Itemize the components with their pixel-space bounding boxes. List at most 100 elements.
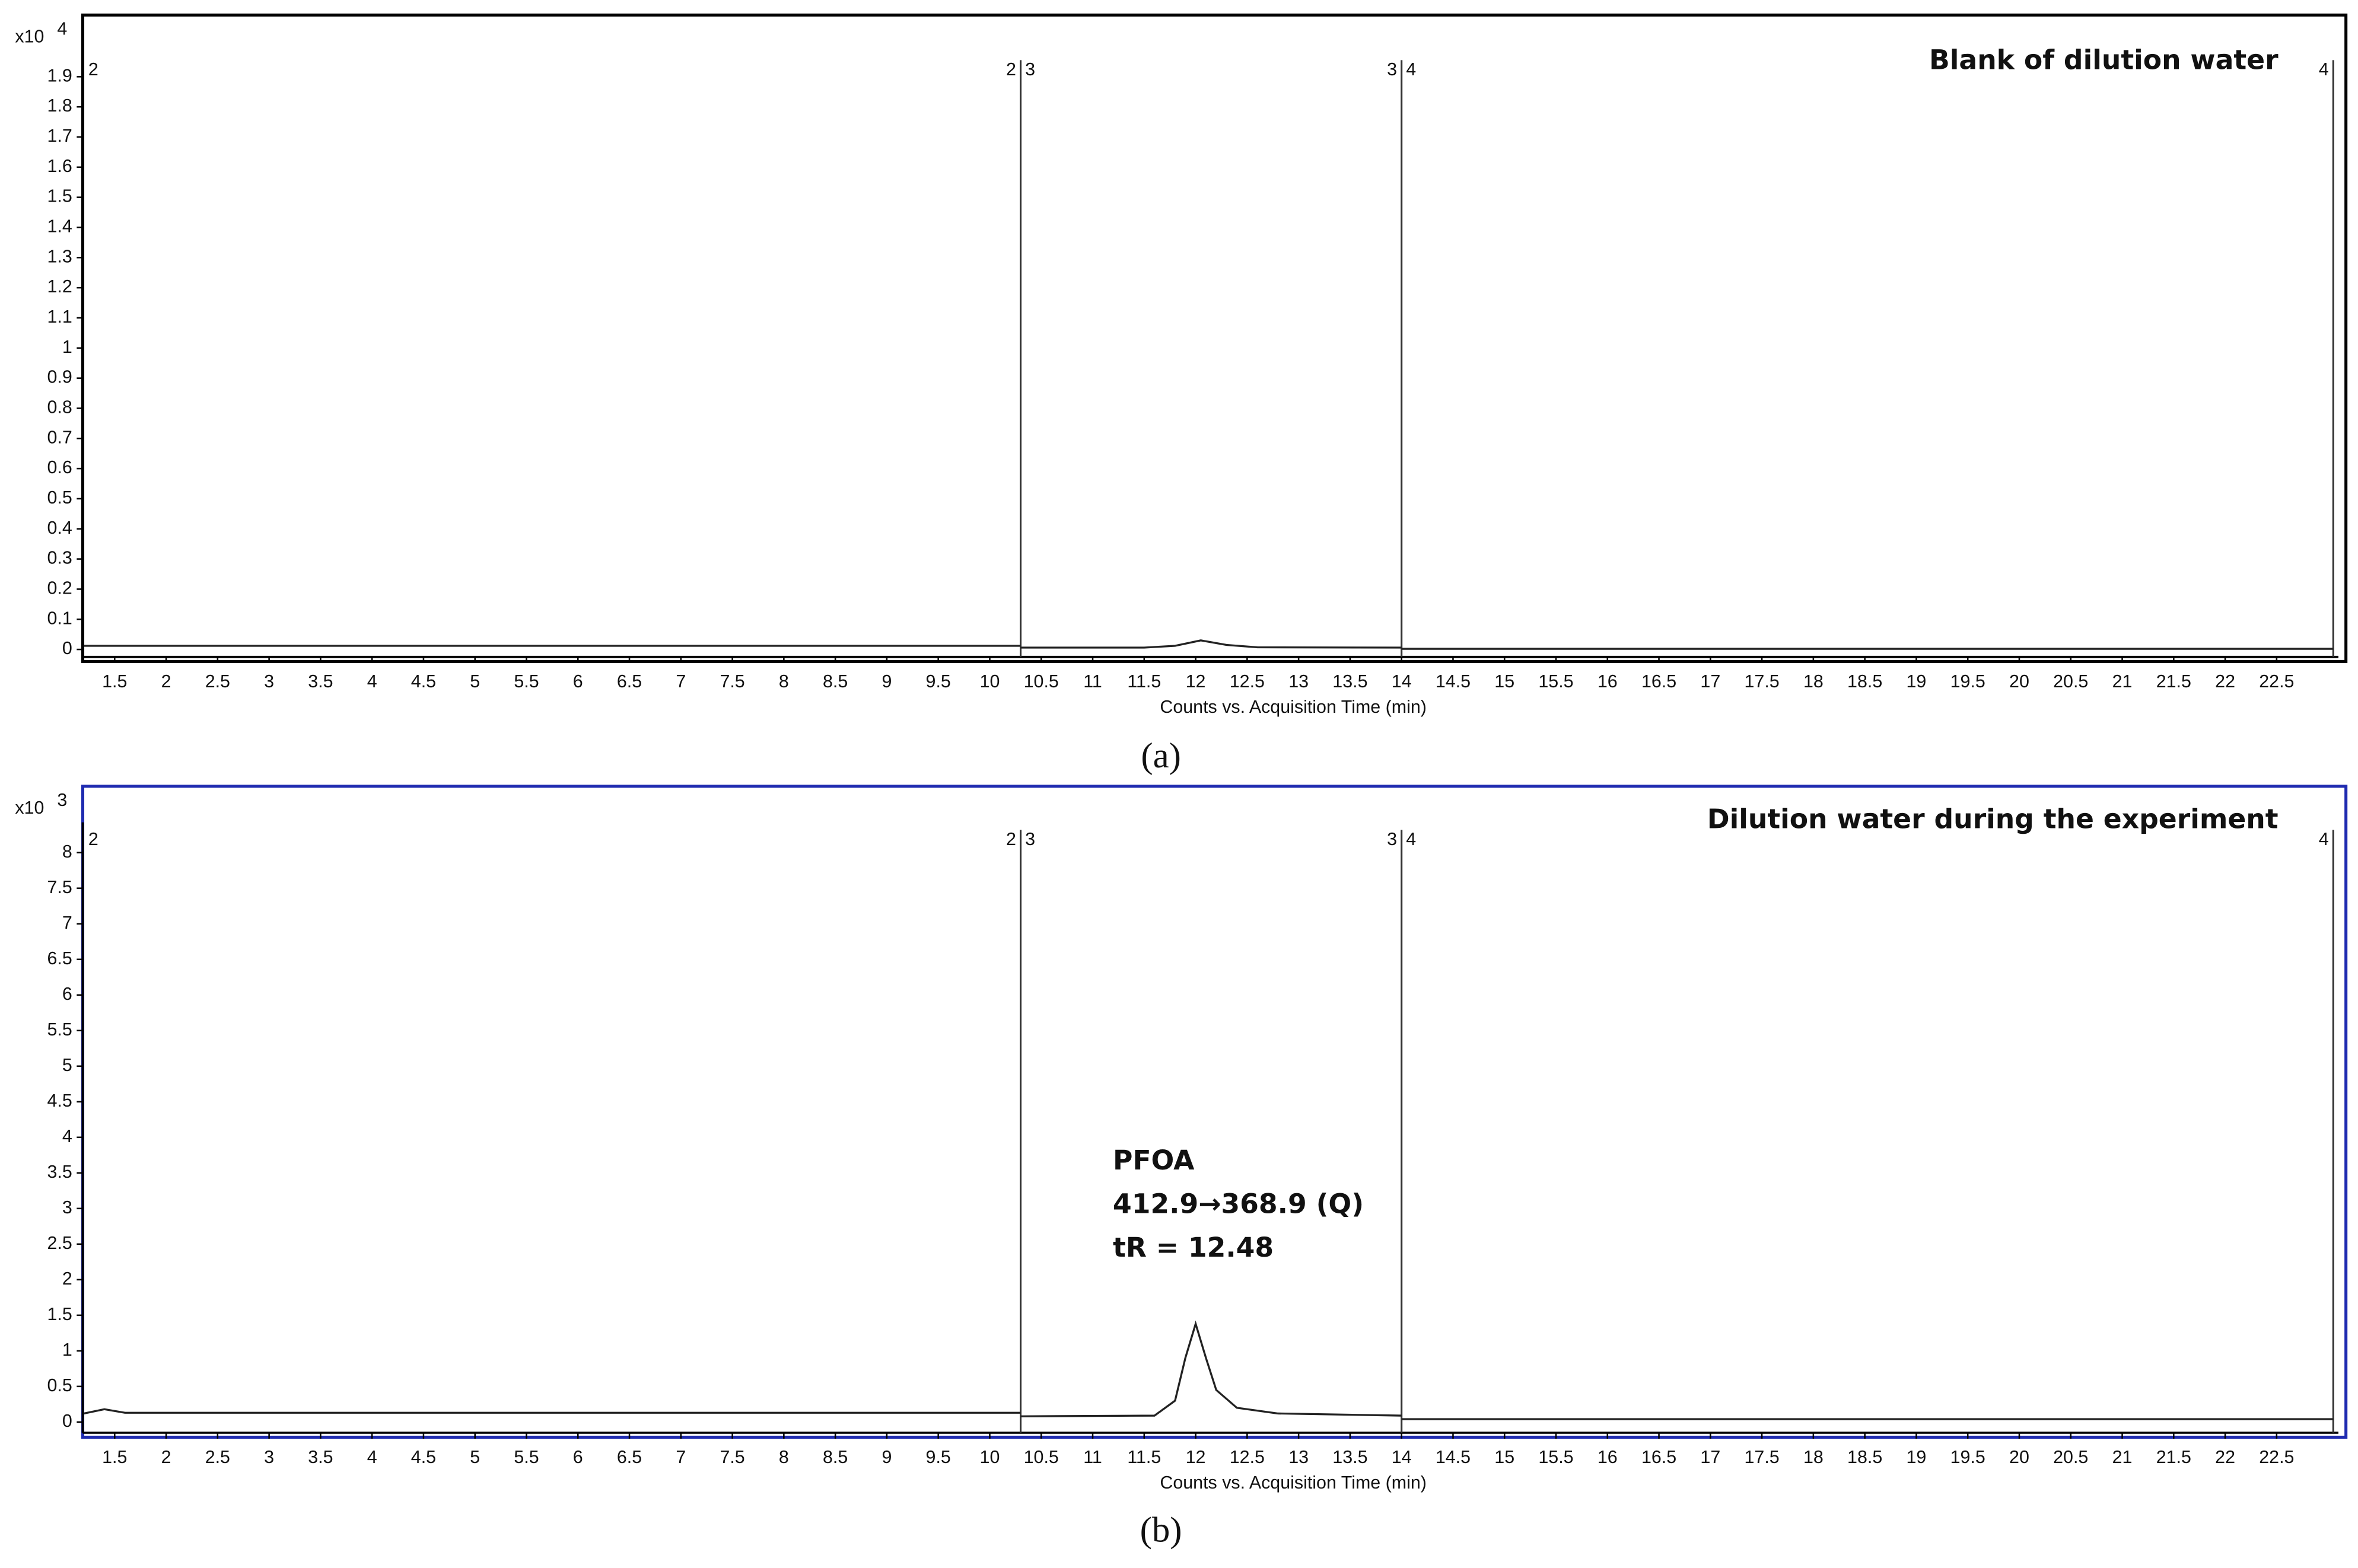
x-tick-label: 22 bbox=[2215, 1447, 2235, 1467]
x-tick-label: 21.5 bbox=[2156, 671, 2191, 691]
x-tick-label: 7.5 bbox=[720, 671, 744, 691]
x-tick-label: 5.5 bbox=[514, 671, 539, 691]
y-tick-label: 0.3 bbox=[47, 548, 72, 568]
x-tick-label: 20.5 bbox=[2053, 671, 2088, 691]
x-tick-label: 8.5 bbox=[823, 1447, 848, 1467]
y-tick-label: 1.3 bbox=[47, 246, 72, 266]
y-tick-label: 0.4 bbox=[47, 518, 72, 538]
segment-label: 4 bbox=[1406, 829, 1416, 849]
y-tick-label: 1.7 bbox=[47, 126, 72, 146]
x-tick-label: 14.5 bbox=[1436, 1447, 1471, 1467]
segment-label: 4 bbox=[2319, 829, 2329, 849]
y-multiplier-exponent: 4 bbox=[57, 19, 67, 39]
x-tick-label: 7.5 bbox=[720, 1447, 744, 1467]
annotation: tR = 12.48 bbox=[1113, 1232, 1274, 1263]
x-tick-label: 17 bbox=[1700, 671, 1720, 691]
x-tick-label: 5 bbox=[470, 671, 480, 691]
x-tick-label: 18.5 bbox=[1847, 1447, 1882, 1467]
x-tick-label: 3 bbox=[264, 671, 274, 691]
y-tick-label: 0 bbox=[62, 1411, 72, 1431]
y-tick-label: 1.9 bbox=[47, 65, 72, 85]
y-tick-label: 2 bbox=[62, 1269, 72, 1289]
x-tick-label: 6.5 bbox=[617, 671, 642, 691]
x-tick-label: 13 bbox=[1288, 1447, 1309, 1467]
x-tick-label: 3 bbox=[264, 1447, 274, 1467]
x-tick-label: 11 bbox=[1083, 671, 1102, 691]
x-tick-label: 10 bbox=[980, 671, 1000, 691]
y-tick-label: 8 bbox=[62, 842, 72, 862]
x-tick-label: 16 bbox=[1598, 671, 1618, 691]
annotation: PFOA bbox=[1113, 1145, 1195, 1176]
x-tick-label: 17.5 bbox=[1745, 671, 1780, 691]
x-tick-label: 21.5 bbox=[2156, 1447, 2191, 1467]
y-tick-label: 7.5 bbox=[47, 877, 72, 897]
chart-title: Blank of dilution water bbox=[1929, 44, 2279, 75]
x-tick-label: 10 bbox=[980, 1447, 1000, 1467]
x-axis-label: Counts vs. Acquisition Time (min) bbox=[1160, 697, 1427, 717]
x-tick-label: 14.5 bbox=[1436, 671, 1471, 691]
x-tick-label: 9.5 bbox=[926, 1447, 951, 1467]
y-tick-label: 5 bbox=[62, 1055, 72, 1075]
y-tick-label: 7 bbox=[62, 913, 72, 933]
segment-label: 3 bbox=[1387, 829, 1397, 849]
x-tick-label: 11 bbox=[1083, 1447, 1102, 1467]
x-tick-label: 11.5 bbox=[1127, 1447, 1161, 1467]
segment-label: 3 bbox=[1025, 829, 1035, 849]
x-tick-label: 4.5 bbox=[411, 1447, 436, 1467]
x-tick-label: 18.5 bbox=[1847, 671, 1882, 691]
x-tick-label: 8 bbox=[779, 1447, 789, 1467]
x-tick-label: 2.5 bbox=[205, 1447, 230, 1467]
y-tick-label: 0.1 bbox=[47, 608, 72, 628]
x-tick-label: 9 bbox=[882, 1447, 892, 1467]
x-tick-label: 14 bbox=[1392, 671, 1412, 691]
data-line bbox=[84, 639, 2334, 650]
x-tick-label: 2.5 bbox=[205, 671, 230, 691]
x-tick-label: 11.5 bbox=[1127, 671, 1161, 691]
x-tick-label: 5 bbox=[470, 1447, 480, 1467]
x-tick-label: 19 bbox=[1907, 671, 1927, 691]
x-tick-label: 13.5 bbox=[1332, 1447, 1367, 1467]
segment-label: 2 bbox=[1006, 829, 1016, 849]
y-tick-label: 1 bbox=[62, 1340, 72, 1360]
x-tick-label: 9.5 bbox=[926, 671, 951, 691]
x-tick-label: 16 bbox=[1598, 1447, 1618, 1467]
x-tick-label: 18 bbox=[1803, 671, 1824, 691]
y-tick-label: 0.7 bbox=[47, 427, 72, 447]
x-tick-label: 7 bbox=[676, 1447, 686, 1467]
x-tick-label: 13.5 bbox=[1332, 671, 1367, 691]
y-tick-label: 0.2 bbox=[47, 578, 72, 598]
panel-label: (b) bbox=[1140, 1510, 1182, 1550]
y-tick-label: 5.5 bbox=[47, 1019, 72, 1040]
y-tick-label: 1.8 bbox=[47, 95, 72, 116]
y-tick-label: 2.5 bbox=[47, 1233, 72, 1253]
x-tick-label: 19.5 bbox=[1950, 671, 1985, 691]
y-multiplier-exponent: 3 bbox=[57, 790, 67, 810]
x-tick-label: 2 bbox=[161, 671, 171, 691]
x-tick-label: 1.5 bbox=[102, 1447, 127, 1467]
x-tick-label: 10.5 bbox=[1024, 1447, 1059, 1467]
y-tick-label: 0.9 bbox=[47, 367, 72, 387]
x-tick-label: 5.5 bbox=[514, 1447, 539, 1467]
y-tick-label: 0.8 bbox=[47, 397, 72, 417]
x-tick-label: 19 bbox=[1907, 1447, 1927, 1467]
segment-label: 2 bbox=[88, 829, 98, 849]
x-tick-label: 6.5 bbox=[617, 1447, 642, 1467]
annotation: 412.9→368.9 (Q) bbox=[1113, 1188, 1364, 1220]
segment-label: 4 bbox=[2319, 59, 2329, 79]
x-tick-label: 6 bbox=[573, 671, 583, 691]
x-tick-label: 4.5 bbox=[411, 671, 436, 691]
y-tick-label: 3 bbox=[62, 1197, 72, 1218]
x-tick-label: 4 bbox=[367, 671, 377, 691]
y-tick-label: 1.5 bbox=[47, 1304, 72, 1324]
x-tick-label: 12 bbox=[1186, 671, 1206, 691]
x-tick-label: 20 bbox=[2009, 671, 2029, 691]
segment-label: 3 bbox=[1387, 59, 1397, 79]
x-tick-label: 6 bbox=[573, 1447, 583, 1467]
x-tick-label: 4 bbox=[367, 1447, 377, 1467]
y-tick-label: 0.5 bbox=[47, 1375, 72, 1395]
x-tick-label: 15 bbox=[1494, 1447, 1514, 1467]
y-tick-label: 0.6 bbox=[47, 457, 72, 477]
y-multiplier: x10 bbox=[15, 798, 44, 818]
frame bbox=[81, 13, 2348, 663]
